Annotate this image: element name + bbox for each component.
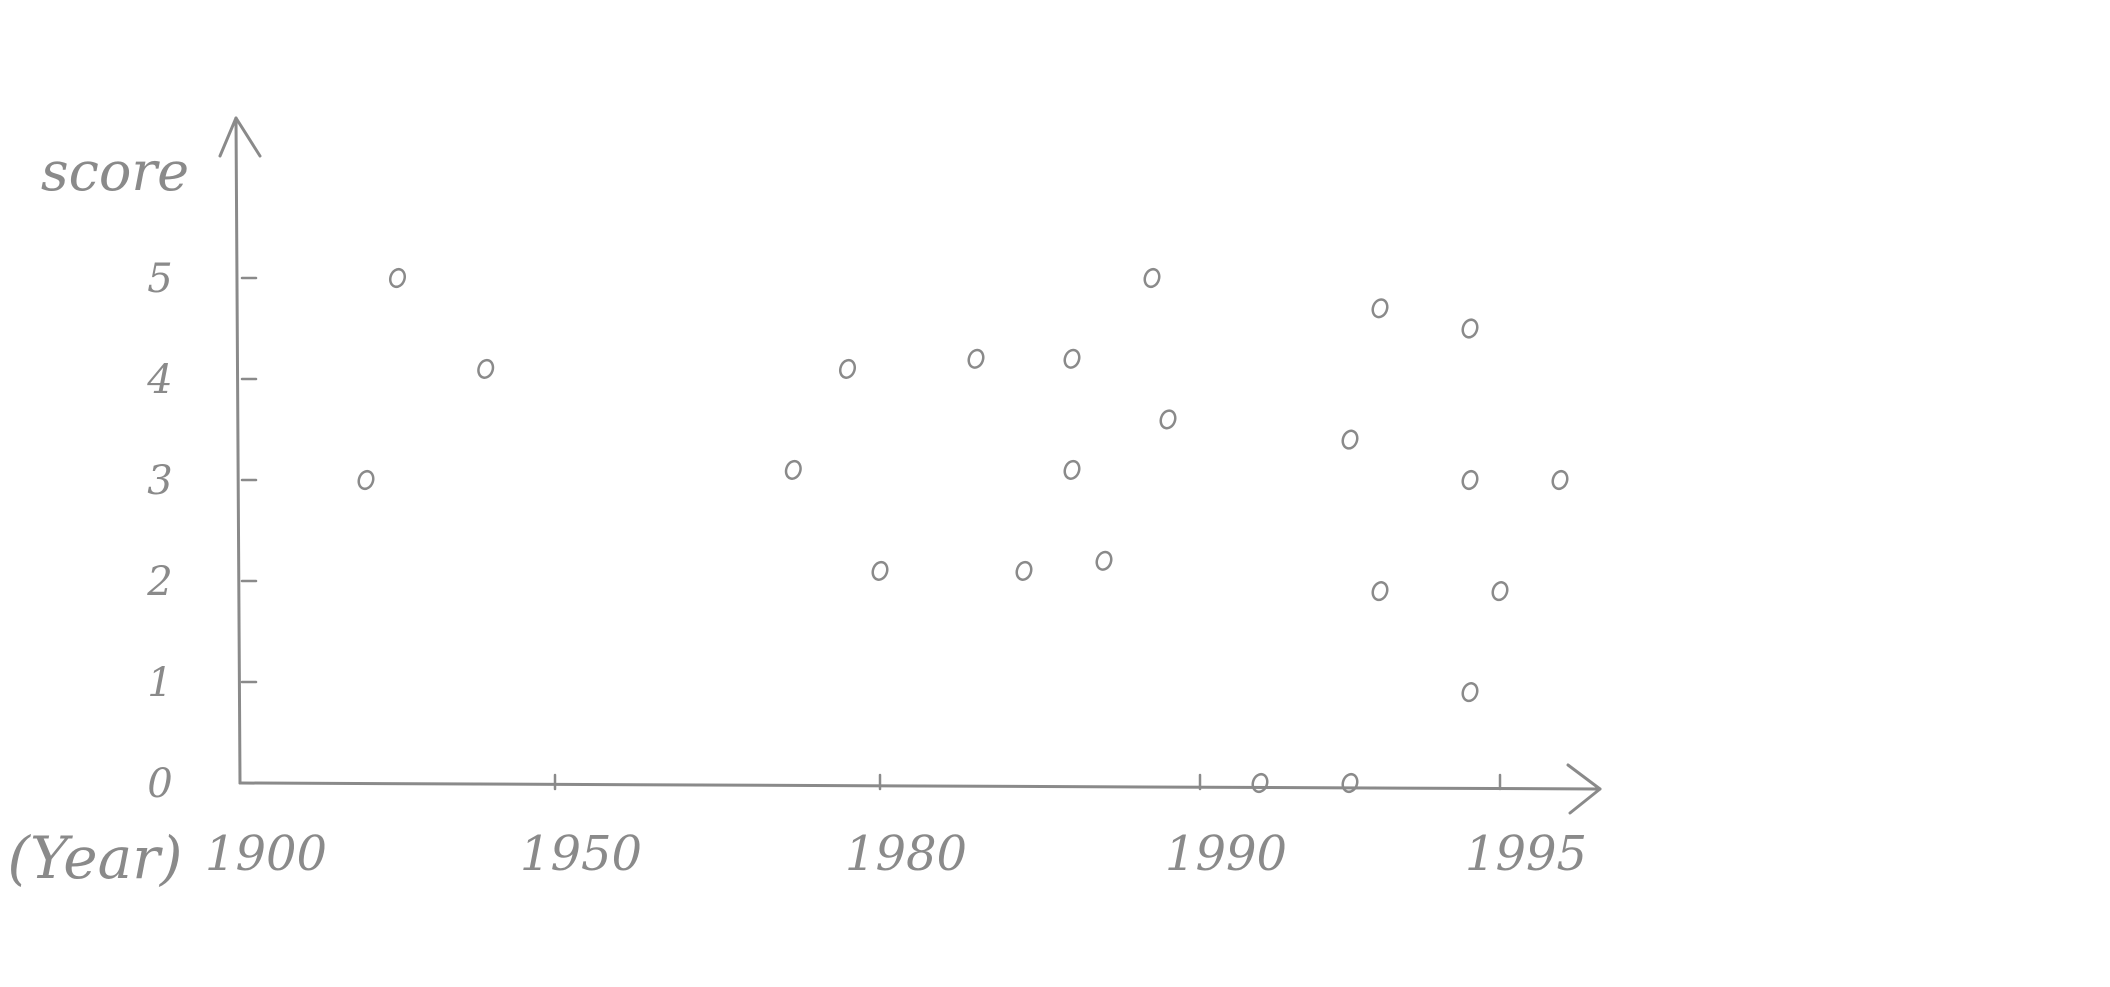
y-tick-label: 5 (147, 256, 172, 302)
y-axis-arrowhead (218, 116, 262, 158)
data-point (1095, 550, 1113, 571)
y-tick-label: 0 (147, 761, 172, 807)
data-point (1461, 318, 1479, 339)
x-tick-label: 1995 (1465, 826, 1587, 882)
data-point (1491, 581, 1509, 602)
data-point (1143, 267, 1161, 289)
y-tick-label: 4 (146, 357, 172, 403)
y-tick-label: 3 (147, 458, 172, 504)
data-point (838, 358, 857, 379)
data-point (357, 469, 375, 491)
x-tick-label: 1980 (845, 826, 967, 882)
x-tick-label: 1950 (520, 826, 642, 882)
y-axis-label: score (41, 140, 189, 203)
x-axis-arrowhead (1566, 763, 1602, 815)
y-axis-line (234, 116, 242, 785)
data-point (1251, 772, 1269, 794)
y-tick-label: 2 (146, 559, 172, 605)
x-axis-line (238, 781, 1602, 791)
data-point (477, 358, 495, 379)
x-tick-label: 1990 (1165, 826, 1287, 882)
y-tick-label: 1 (147, 660, 172, 706)
data-point (1341, 772, 1359, 794)
x-tick-label: 1900 (205, 826, 327, 882)
data-point (1371, 298, 1389, 319)
data-point (967, 348, 985, 369)
data-point (1461, 682, 1479, 703)
data-point (388, 267, 407, 289)
data-point (1371, 581, 1389, 602)
data-point (1159, 409, 1177, 430)
data-point (1341, 429, 1359, 450)
data-point (784, 459, 802, 480)
data-point (871, 560, 889, 581)
data-point (1551, 469, 1569, 491)
x-axis-label: (Year) (7, 824, 182, 892)
data-point (1063, 459, 1081, 480)
data-point (1015, 560, 1033, 581)
data-point (1461, 469, 1479, 491)
data-point (1063, 348, 1081, 369)
